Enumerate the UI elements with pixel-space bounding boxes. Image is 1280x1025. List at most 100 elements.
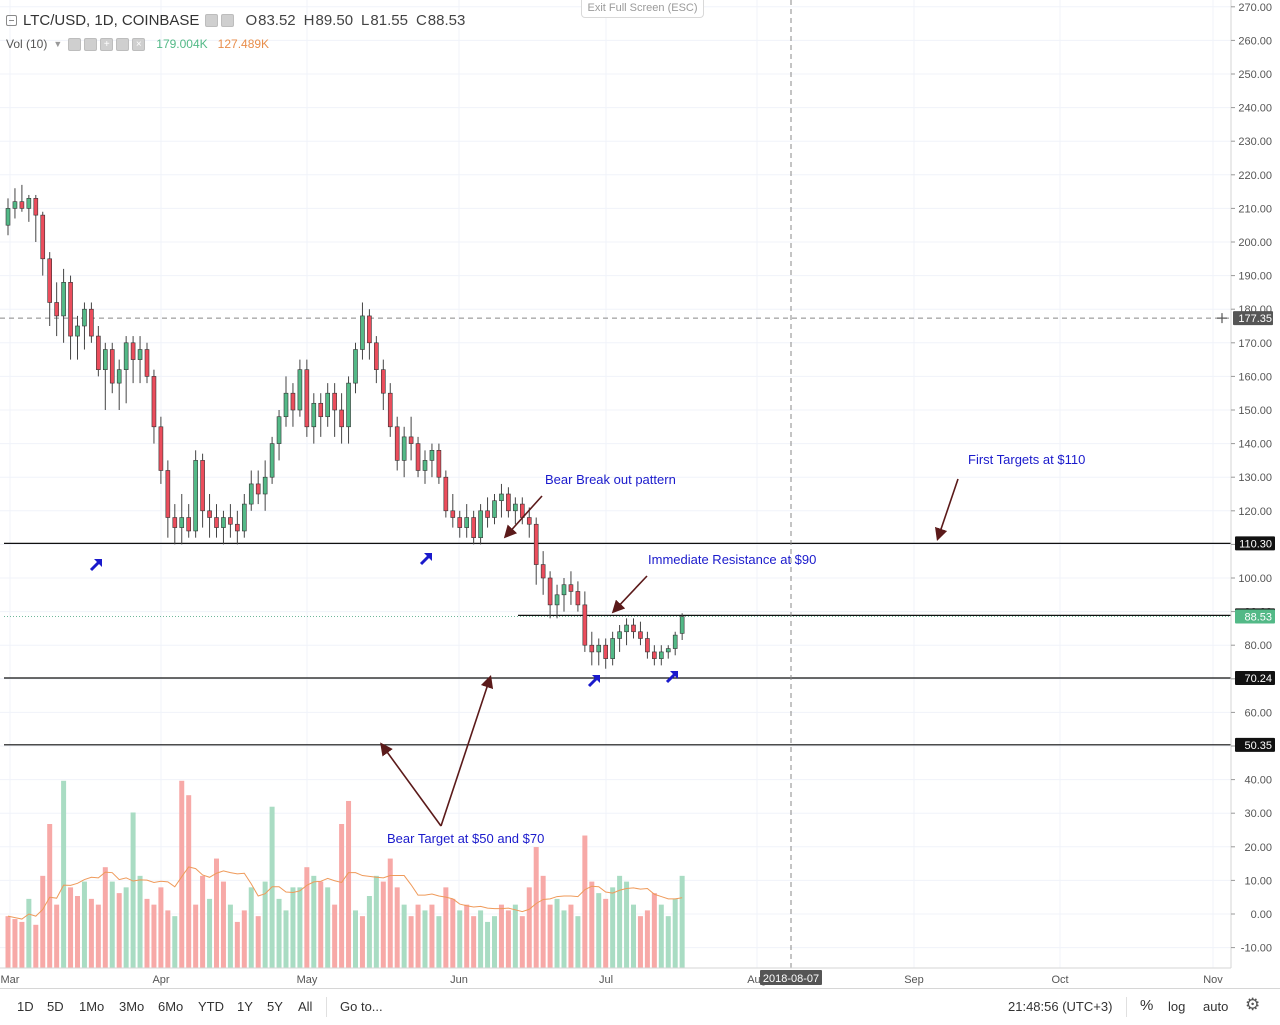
crosshair-plus-icon <box>1217 313 1227 324</box>
y-tick-label: 140.00 <box>1238 439 1272 451</box>
candle <box>262 460 268 511</box>
volume-bar <box>200 875 206 968</box>
volume-bar <box>422 910 428 968</box>
swing-marker-icon <box>419 553 432 566</box>
candle <box>547 571 553 619</box>
price-chart[interactable]: Bear Break out pattern Immediate Resistan… <box>0 0 1280 988</box>
candle <box>658 645 664 666</box>
volume-bar <box>255 916 261 968</box>
auto-scale-button[interactable]: auto <box>1203 999 1229 1014</box>
volume-bar <box>47 824 53 968</box>
y-tick-label: -10.00 <box>1241 943 1272 955</box>
y-tick-label: 220.00 <box>1238 170 1272 182</box>
volume-bar <box>373 875 379 968</box>
eye-icon[interactable] <box>68 37 82 51</box>
candle <box>568 571 574 605</box>
volume-bar <box>672 898 678 968</box>
exit-full-screen-button[interactable]: Exit Full Screen (ESC) <box>581 0 704 18</box>
candle <box>353 342 358 394</box>
candle <box>436 443 442 484</box>
candle <box>304 359 310 437</box>
close-icon[interactable]: × <box>132 37 146 51</box>
clock[interactable]: 21:48:56 (UTC+3) <box>1008 999 1113 1014</box>
timeframe-1d-button[interactable]: 1D <box>17 999 34 1014</box>
go-to-date-button[interactable]: Go to... <box>340 999 383 1014</box>
timeframe-3mo-button[interactable]: 3Mo <box>119 999 145 1014</box>
volume-ma-line <box>7 866 683 920</box>
svg-text:2018-08-07: 2018-08-07 <box>763 973 819 985</box>
svg-text:50.35: 50.35 <box>1244 740 1272 752</box>
volume-bar <box>450 898 456 968</box>
timeframe-1mo-button[interactable]: 1Mo <box>79 999 105 1014</box>
candle <box>179 494 185 545</box>
log-scale-button[interactable]: log <box>1168 999 1186 1014</box>
candle <box>367 309 372 360</box>
timeframe-all-button[interactable]: All <box>298 999 313 1014</box>
volume-bar <box>415 904 421 968</box>
y-tick-label: 0.00 <box>1251 909 1272 921</box>
timeframe-6mo-button[interactable]: 6Mo <box>158 999 184 1014</box>
y-tick-label: 230.00 <box>1238 136 1272 148</box>
volume-legend: Vol (10) ▼ + × 179.004K 127.489K <box>6 37 269 51</box>
volume-bar <box>61 780 67 968</box>
symbol-label[interactable]: LTC/USD, 1D, COINBASE <box>23 12 200 29</box>
chevron-down-icon[interactable]: ▼ <box>53 39 63 49</box>
timeframe-5y-button[interactable]: 5Y <box>267 999 283 1014</box>
price-label: 50.35 <box>1235 737 1275 752</box>
settings-small-icon[interactable] <box>84 37 98 51</box>
candle <box>33 194 39 242</box>
volume-bar <box>554 898 560 968</box>
volume-bar <box>102 867 108 968</box>
candle <box>672 631 678 656</box>
timeframe-ytd-button[interactable]: YTD <box>198 999 224 1014</box>
candle <box>109 342 115 394</box>
candle <box>283 376 289 427</box>
y-tick-label: 240.00 <box>1238 103 1272 115</box>
volume-bar <box>33 924 39 968</box>
bottom-toolbar: 1D 5D 1Mo 3Mo 6Mo YTD 1Y 5Y All Go to...… <box>0 988 1280 1025</box>
eye-icon[interactable] <box>205 14 219 27</box>
volume-bar <box>366 896 372 968</box>
volume-bar <box>68 887 74 968</box>
percent-scale-button[interactable]: % <box>1140 997 1154 1014</box>
volume-bar <box>290 887 296 968</box>
candle <box>207 494 212 538</box>
collapse-legend-icon[interactable] <box>6 15 17 26</box>
ohlc-high: H89.50 <box>303 12 354 29</box>
candle <box>228 504 233 538</box>
volume-label[interactable]: Vol (10) <box>6 37 48 51</box>
add-icon[interactable]: + <box>100 37 114 51</box>
more-icon[interactable] <box>116 37 130 51</box>
volume-bar <box>123 887 129 968</box>
annotation-arrow <box>440 674 494 827</box>
volume-bar <box>234 921 240 968</box>
y-tick-label: 250.00 <box>1238 69 1272 81</box>
candle <box>450 494 456 528</box>
volume-bar <box>186 795 192 968</box>
gear-icon[interactable]: ⚙ <box>1245 995 1261 1014</box>
volume-bar <box>443 887 449 968</box>
candle <box>54 282 59 337</box>
volume-bar <box>130 812 136 968</box>
candle <box>123 336 129 404</box>
settings-small-icon[interactable] <box>221 14 235 27</box>
volume-bar <box>116 893 122 968</box>
price-label: 70.24 <box>1235 670 1275 685</box>
candle <box>645 631 650 659</box>
candle <box>589 631 595 666</box>
candle <box>165 460 171 538</box>
volume-bar <box>262 881 268 968</box>
volume-bar <box>346 800 352 968</box>
volume-bar <box>19 921 25 968</box>
volume-bar <box>575 916 581 968</box>
timeframe-5d-button[interactable]: 5D <box>47 999 64 1014</box>
candle <box>144 342 150 384</box>
y-tick-label: 130.00 <box>1238 472 1272 484</box>
timeframe-1y-button[interactable]: 1Y <box>237 999 253 1014</box>
volume-bar <box>207 898 213 968</box>
x-tick-label: Oct <box>1051 974 1068 986</box>
volume-bar <box>172 916 178 968</box>
volume-bar <box>179 780 185 968</box>
candle <box>214 504 219 538</box>
volume-ma-value: 127.489K <box>217 37 270 51</box>
